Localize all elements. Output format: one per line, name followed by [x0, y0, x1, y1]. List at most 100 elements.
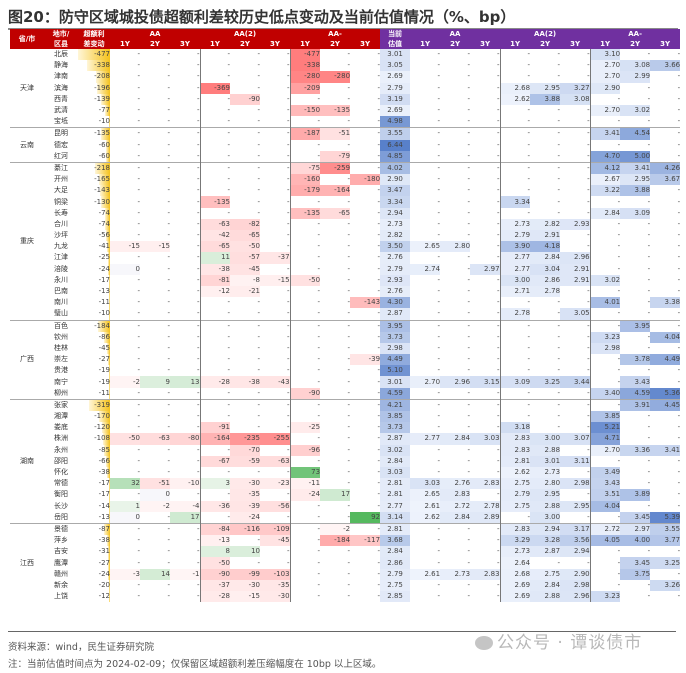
valuation-cell: -	[440, 522, 471, 536]
valuation-cell: 3.88	[620, 185, 651, 197]
excess-value: -208	[94, 72, 110, 81]
table-row: 萍乡 -38- - - -13- -45- -184 -117 3.68- - -3.29 3.28 3…	[10, 535, 681, 547]
valuation-cell: 3.77	[650, 535, 681, 547]
valuation-cell: -	[647, 309, 651, 318]
valuation-cell: -	[467, 72, 471, 81]
excess-value: -477	[94, 50, 110, 59]
valuation-cell: -	[470, 398, 501, 411]
change-cell: -45	[260, 535, 291, 547]
excess-data-bar	[109, 511, 110, 523]
current-valuation: 4.85	[380, 150, 411, 163]
change-cell: -	[137, 219, 140, 228]
valuation-cell: -	[647, 140, 651, 149]
excess-value: -25	[98, 253, 110, 262]
valuation-cell: 2.70	[589, 60, 621, 72]
watermark: 公众号 · 谭谈债市	[475, 628, 642, 653]
valuation-cell: -	[587, 175, 590, 184]
valuation-cell: 4.00	[620, 535, 651, 547]
change-cell: 1	[110, 500, 140, 512]
change-cell: -	[167, 547, 170, 556]
valuation-cell: 3.09	[620, 207, 651, 219]
current-valuation: 3.01	[380, 376, 411, 388]
change-cell: -	[289, 196, 321, 208]
valuation-cell: -	[437, 343, 441, 352]
valuation-cell: -	[437, 468, 441, 477]
valuation-cell: -	[560, 127, 591, 140]
valuation-cell: 2.98	[560, 478, 591, 490]
valuation-cell: -	[497, 580, 500, 589]
valuation-cell: 2.88	[530, 591, 561, 603]
excess-value: -17	[98, 275, 110, 284]
city-label: 岳阳	[54, 512, 68, 521]
change-cell: -50	[199, 557, 231, 569]
change-cell: -	[199, 297, 231, 309]
change-cell: -	[140, 398, 170, 411]
valuation-cell: -	[467, 106, 471, 115]
valuation-cell: -	[677, 569, 681, 578]
excess-value: -60	[98, 151, 110, 160]
change-cell: -	[137, 536, 140, 545]
excess-data-bar	[101, 422, 110, 434]
table-row: 桂林 -45- - - - - - - - -2.98- - - - - -2.98- -	[10, 342, 680, 355]
valuation-cell: 4.49	[650, 354, 681, 366]
change-cell: -65	[230, 230, 261, 242]
valuation-cell: -	[497, 445, 500, 454]
change-cell: -15	[260, 274, 291, 286]
change-cell: -30	[260, 591, 291, 603]
change-cell: -30	[230, 579, 261, 591]
change-cell: -	[196, 355, 200, 364]
valuation-cell: -	[437, 412, 441, 421]
change-cell: -45	[230, 263, 261, 275]
current-valuation: 2.90	[380, 174, 411, 186]
city-label: 永州	[54, 445, 68, 454]
valuation-cell: 2.83	[440, 489, 471, 501]
current-valuation: 2.69	[380, 104, 411, 117]
valuation-cell: -	[497, 343, 500, 352]
current-valuation: 4.49	[380, 354, 411, 366]
valuation-cell: -	[499, 207, 531, 219]
valuation-cell: 2.62	[499, 466, 531, 479]
excess-data-bar	[108, 489, 110, 501]
change-cell: -	[137, 50, 140, 59]
valuation-cell: -	[647, 366, 651, 375]
change-cell: -50	[289, 274, 321, 286]
change-cell: -	[347, 569, 351, 578]
valuation-cell: -	[467, 558, 471, 567]
change-cell: -	[347, 231, 351, 240]
valuation-cell: -	[647, 501, 651, 510]
valuation-cell: -	[560, 398, 591, 411]
city-label: 九龙	[54, 242, 68, 251]
table-row: 涪陵 -24 0- - -38 -45- - - -2.79 2.74-2.97 2.77 3.04 2…	[10, 263, 680, 275]
change-cell: -	[289, 398, 321, 411]
valuation-cell: -	[437, 208, 441, 217]
change-cell: -	[289, 522, 321, 536]
excess-spread-change: -184	[78, 319, 110, 332]
valuation-cell: -	[677, 275, 681, 284]
city-label: 新余	[54, 580, 68, 589]
current-valuation: 2.76	[380, 285, 411, 298]
change-cell: -	[196, 343, 200, 352]
valuation-cell: 2.79	[499, 489, 531, 501]
excess-data-bar	[87, 60, 110, 72]
table-row: 南宁 -19 -2 9 13 -28 -38 -43- - -3.01 2.70 2.96 3.15 3.…	[10, 376, 680, 388]
change-cell: -	[287, 558, 290, 567]
change-cell: -	[287, 468, 290, 477]
change-cell: -	[350, 319, 381, 332]
excess-spread-change: -85	[78, 444, 110, 456]
header-group-aa2: AA(2)	[200, 29, 291, 39]
valuation-cell: -	[437, 50, 441, 59]
excess-data-bar	[109, 500, 110, 512]
excess-value: -12	[98, 592, 110, 601]
valuation-cell: 4.01	[589, 297, 621, 309]
change-cell: -36	[199, 500, 231, 512]
valuation-cell: -	[497, 253, 500, 262]
valuation-cell: 2.84	[440, 433, 471, 445]
valuation-cell: -	[557, 208, 561, 217]
valuation-cell: -	[530, 398, 561, 411]
change-cell: -	[347, 412, 351, 421]
change-cell: -	[167, 580, 170, 589]
change-cell: -	[199, 398, 231, 411]
valuation-cell: 2.65	[410, 489, 441, 501]
valuation-cell: 3.89	[620, 489, 651, 501]
valuation-cell: -	[499, 387, 531, 400]
